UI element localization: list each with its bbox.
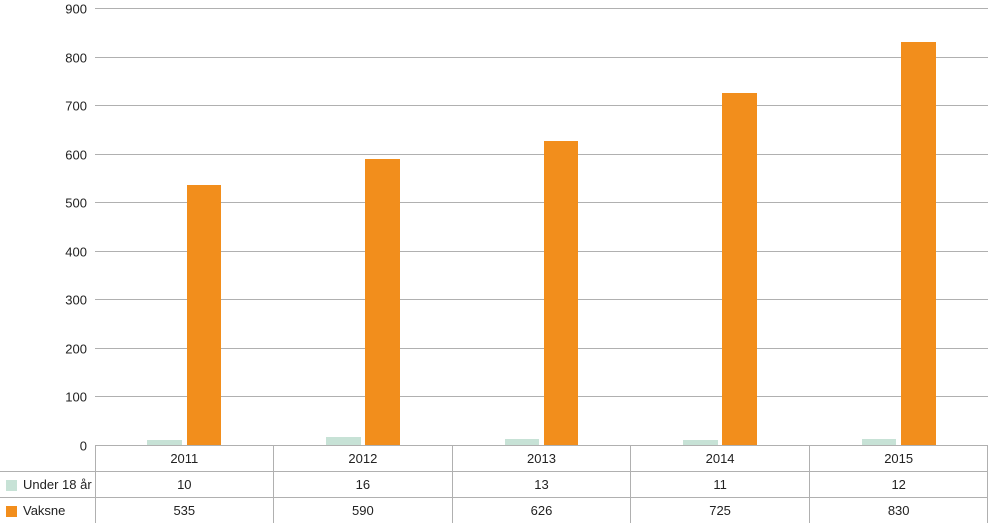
table-row-head-vaksne: Vaksne — [0, 498, 95, 523]
table-cell: 626 — [452, 498, 631, 523]
data-table: 20112012201320142015 Under 18 år101613111… — [0, 445, 988, 523]
bar-vaksne — [365, 159, 400, 445]
chart-container: 0100200300400500600700800900 20112012201… — [0, 0, 1000, 523]
table-cell: 725 — [631, 498, 810, 523]
bar-vaksne — [901, 42, 936, 445]
table-cell: 13 — [452, 472, 631, 498]
table-cell: 10 — [95, 472, 274, 498]
y-tick-label: 700 — [65, 99, 95, 114]
table-year-cell: 2014 — [631, 446, 810, 472]
legend-label-vaksne: Vaksne — [23, 504, 65, 519]
table-cell: 12 — [809, 472, 988, 498]
category-slot — [631, 8, 810, 445]
table-row-head-under18: Under 18 år — [0, 472, 95, 498]
y-tick-label: 300 — [65, 293, 95, 308]
bar-vaksne — [544, 141, 579, 445]
legend-swatch-vaksne — [6, 506, 17, 517]
category-slot — [274, 8, 453, 445]
category-slot — [95, 8, 274, 445]
table-year-cell: 2011 — [95, 446, 274, 472]
legend-swatch-under18 — [6, 480, 17, 491]
table-cell: 11 — [631, 472, 810, 498]
table-cell: 16 — [274, 472, 453, 498]
table-year-cell: 2012 — [274, 446, 453, 472]
table-cell: 830 — [809, 498, 988, 523]
y-tick-label: 200 — [65, 341, 95, 356]
y-tick-label: 100 — [65, 390, 95, 405]
table-year-cell: 2015 — [809, 446, 988, 472]
y-tick-label: 900 — [65, 2, 95, 17]
table-cell: 535 — [95, 498, 274, 523]
table-corner — [0, 446, 95, 472]
plot-area: 0100200300400500600700800900 — [95, 8, 988, 446]
y-tick-label: 800 — [65, 50, 95, 65]
y-tick-label: 500 — [65, 196, 95, 211]
legend-label-under18: Under 18 år — [23, 478, 92, 493]
y-tick-label: 400 — [65, 244, 95, 259]
bar-vaksne — [187, 185, 222, 445]
table-cell: 590 — [274, 498, 453, 523]
category-slot — [809, 8, 988, 445]
bar-vaksne — [722, 93, 757, 445]
category-slot — [452, 8, 631, 445]
table-year-cell: 2013 — [452, 446, 631, 472]
bar-under18 — [326, 437, 361, 445]
y-tick-label: 600 — [65, 147, 95, 162]
